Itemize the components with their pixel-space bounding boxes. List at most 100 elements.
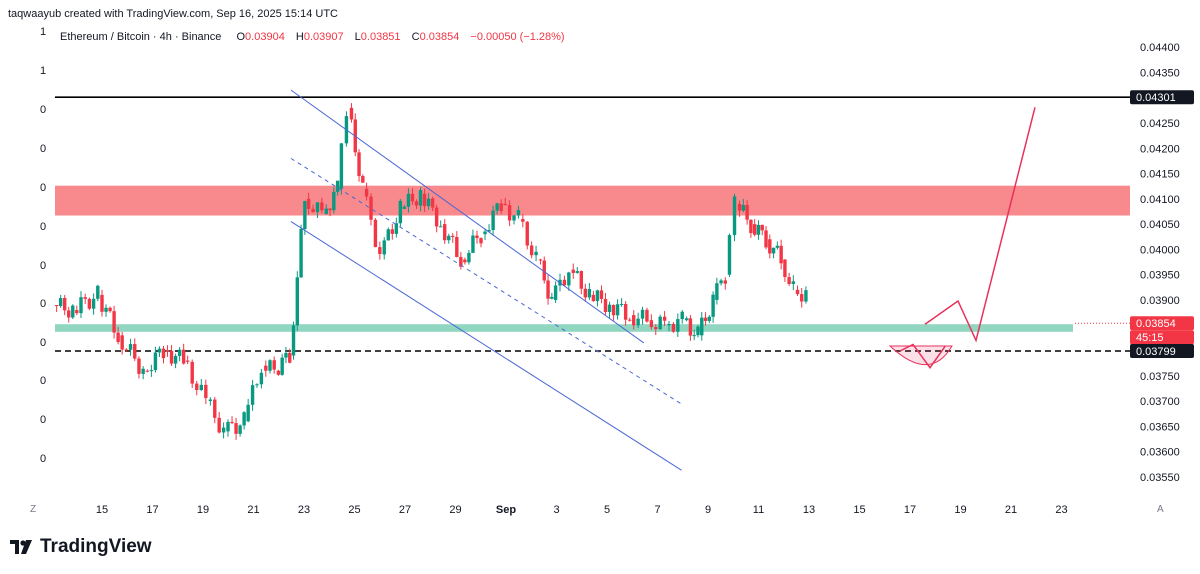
candle-body (87, 298, 92, 309)
candle-body (595, 290, 600, 302)
candle-body (507, 205, 512, 221)
candle-body (394, 223, 399, 234)
auto-scale-toggle[interactable]: A (1157, 504, 1164, 515)
candle-body (255, 384, 259, 386)
candle-body (443, 224, 447, 241)
left-axis-label: 0 (40, 337, 47, 349)
zoom-toggle[interactable]: Z (30, 504, 37, 515)
candle-body (246, 404, 250, 422)
candle-body (756, 224, 761, 235)
left-axis-label: 0 (40, 375, 47, 387)
left-axis-label: 1 (40, 26, 47, 38)
y-tick-label: 0.04150 (1140, 169, 1180, 181)
candle-body (364, 188, 369, 197)
candle-body (96, 285, 100, 299)
candle-body (276, 370, 281, 375)
candle-body (398, 200, 403, 224)
x-tick-label: 5 (604, 504, 610, 516)
candle-body (711, 294, 715, 317)
close-label: C (411, 31, 420, 43)
candle-body (173, 355, 178, 364)
candle-body (553, 285, 558, 300)
x-tick-label: Sep (496, 504, 516, 516)
candle-body (315, 202, 320, 213)
candle-body (238, 425, 242, 434)
candle-body (791, 281, 796, 284)
candle-body (320, 202, 324, 211)
candle-body (491, 210, 495, 231)
candle-body (181, 349, 186, 364)
y-tick-label: 0.04200 (1140, 143, 1180, 155)
candle-body (787, 277, 791, 284)
price-label-text: 0.04301 (1136, 92, 1176, 104)
candle-body (402, 206, 407, 209)
resistance-zone (55, 185, 1130, 216)
candle-body (79, 297, 83, 314)
x-tick-label: 13 (803, 504, 815, 516)
candle-body (768, 239, 772, 254)
candle-body (467, 252, 471, 263)
x-tick-label: 9 (705, 504, 711, 516)
candle-body (169, 350, 174, 364)
candle-body (378, 247, 382, 254)
left-axis-label: 0 (40, 260, 47, 272)
candle-body (696, 326, 700, 336)
candle-body (719, 280, 723, 284)
y-tick-label: 0.04250 (1140, 118, 1180, 130)
candle-body (306, 198, 311, 209)
candle-body (723, 280, 727, 284)
symbol-name[interactable]: Ethereum / Bitcoin · 4h · Binance (60, 31, 222, 43)
candle-body (369, 196, 373, 220)
x-tick-label: 23 (1055, 504, 1067, 516)
candle-body (775, 245, 780, 248)
projection-path (924, 107, 1036, 343)
candle-body (692, 335, 696, 337)
candle-body (410, 193, 415, 202)
x-tick-label: 25 (348, 504, 360, 516)
x-tick-label: 11 (753, 504, 764, 516)
open-value: 0.03904 (245, 31, 285, 43)
candle-body (185, 360, 190, 362)
candle-body (654, 327, 658, 330)
candle-body (550, 296, 554, 299)
candle-body (649, 320, 654, 328)
x-tick-label: 17 (146, 504, 158, 516)
candle-body (745, 204, 749, 220)
candle-body (242, 412, 246, 426)
candle-body (483, 231, 487, 235)
candle-body (382, 240, 386, 255)
candle-body (715, 283, 719, 300)
candle-body (124, 349, 129, 351)
candle-body (749, 219, 753, 234)
candle-body (619, 304, 624, 306)
candle-body (75, 310, 79, 314)
close-value: 0.03854 (419, 31, 460, 43)
candle-body (700, 317, 704, 336)
price-label-box (1130, 90, 1194, 105)
candle-body (280, 357, 284, 375)
chart-legend: Ethereum / Bitcoin · 4h · Binance O0.039… (60, 31, 573, 43)
candle-body (190, 361, 194, 384)
x-tick-label: 3 (553, 504, 559, 516)
candle-body (529, 245, 534, 256)
left-axis-label: 0 (40, 298, 47, 310)
candle-body (204, 384, 208, 399)
price-label-text: 0.03799 (1136, 346, 1176, 358)
left-axis-label: 0 (40, 104, 47, 116)
candle-body (615, 304, 620, 316)
brand-name: TradingView (40, 536, 152, 557)
candle-body (328, 208, 332, 211)
candle-body (583, 288, 588, 298)
candle-body (471, 235, 475, 253)
candle-body (463, 259, 467, 263)
candle-body (418, 190, 423, 206)
candle-body (760, 224, 764, 231)
candle-body (475, 235, 479, 239)
candle-body (512, 215, 516, 221)
low-value: 0.03851 (360, 31, 401, 43)
candle-body (447, 235, 451, 241)
candle-body (361, 176, 365, 183)
candle-body (645, 309, 649, 322)
candle-body (295, 277, 299, 326)
